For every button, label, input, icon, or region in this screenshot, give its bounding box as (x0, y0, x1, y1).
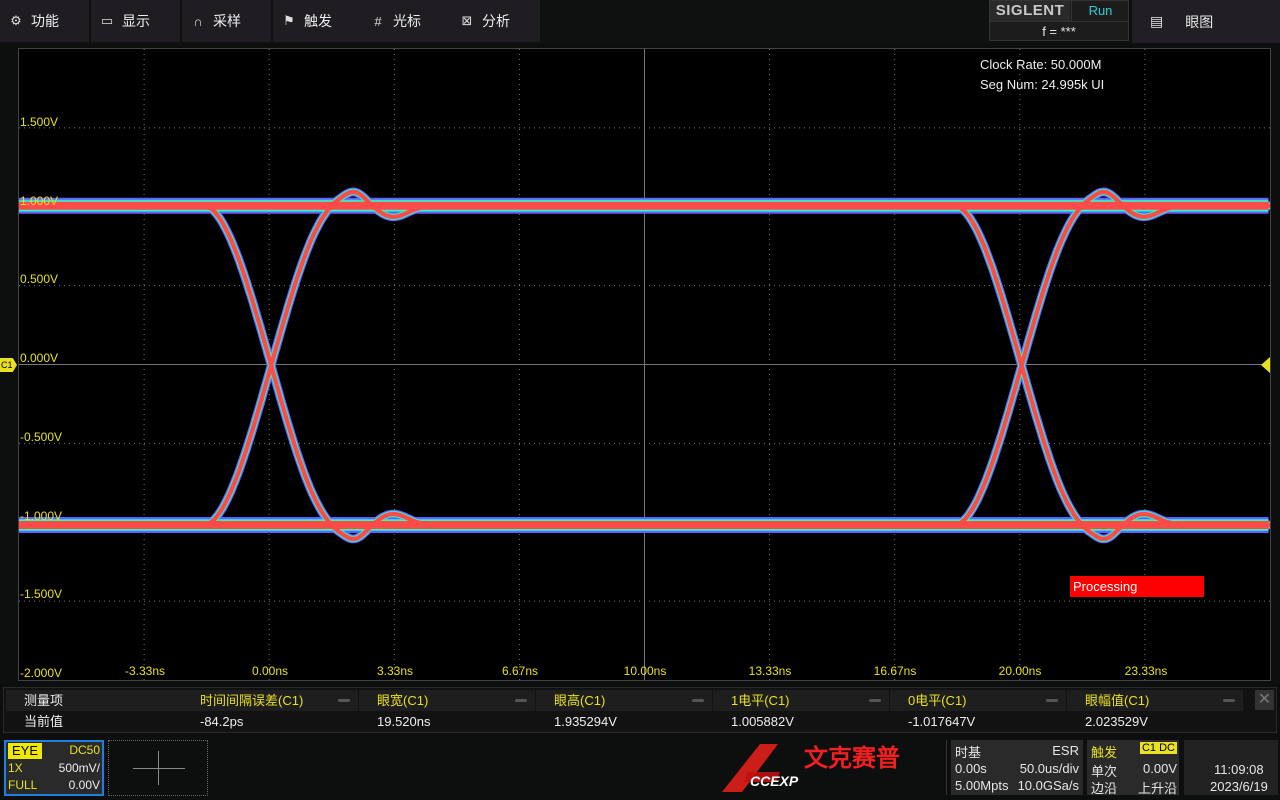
measurement-header[interactable]: 眼幅值(C1) (1067, 690, 1243, 711)
add-channel-button[interactable] (108, 740, 208, 796)
measurement-header-label: 测量项 (6, 690, 182, 711)
y-label: 1.000V (20, 194, 58, 208)
measurement-value: 2.023529V (1067, 712, 1243, 732)
timebase-title: 时基 (955, 742, 981, 761)
measurement-name: 1电平(C1) (731, 693, 790, 708)
channel-probe: 1X (8, 761, 23, 775)
measurement-menu-handle[interactable] (869, 699, 881, 702)
measurement-menu-handle[interactable] (1223, 699, 1235, 702)
y-label: -1.500V (20, 587, 62, 601)
x-label: -3.33ns (125, 664, 165, 678)
x-label: 0.00ns (252, 664, 288, 678)
trigger-slope: 上升沿 (1138, 778, 1177, 797)
trigger-panel[interactable]: 触发 C1 DC 单次 0.00V 边沿 上升沿 (1087, 740, 1179, 795)
eye-trace (0, 192, 643, 525)
measurement-menu-handle[interactable] (515, 699, 527, 702)
measurement-value: 19.520ns (359, 712, 535, 732)
y-label: -1.000V (20, 509, 62, 523)
eye-trace (0, 206, 643, 539)
eye-trace (645, 206, 1280, 539)
y-label: -0.500V (20, 430, 62, 444)
trigger-level: 0.00V (1143, 761, 1177, 776)
y-label: 0.500V (20, 272, 58, 286)
measurement-header[interactable]: 眼宽(C1) (359, 690, 535, 711)
clock-time: 11:09:08 (1214, 762, 1264, 777)
channel-coupling: DC50 (69, 743, 100, 757)
x-label: 20.00ns (999, 664, 1042, 678)
eye-trace (0, 206, 643, 539)
close-measurements-button[interactable]: ✕ (1255, 690, 1274, 710)
measurement-header[interactable]: 眼高(C1) (536, 690, 712, 711)
trigger-level-marker[interactable] (1261, 357, 1270, 373)
measurement-header[interactable]: 0电平(C1) (890, 690, 1066, 711)
measurement-menu-handle[interactable] (338, 699, 350, 702)
processing-badge: Processing (1070, 576, 1204, 597)
y-label: 1.500V (20, 115, 58, 129)
eye-trace (0, 192, 643, 525)
channel-bandwidth: FULL (8, 778, 37, 792)
eye-trace (0, 206, 643, 539)
clock-date: 2023/6/19 (1210, 779, 1268, 794)
x-label: 3.33ns (377, 664, 413, 678)
plus-icon (133, 768, 185, 769)
sample-rate: 10.0GSa/s (1018, 778, 1079, 793)
seg-num-readout: Seg Num: 24.995k UI (980, 77, 1104, 92)
eye-trace (645, 192, 1280, 525)
timebase-delay: 0.00s (955, 761, 987, 776)
y-label: -2.000V (20, 666, 62, 680)
eye-trace (645, 206, 1280, 539)
x-label: 13.33ns (749, 664, 792, 678)
measurement-value-label: 当前值 (6, 712, 182, 732)
measurement-header[interactable]: 1电平(C1) (713, 690, 889, 711)
x-label: 10.00ns (624, 664, 667, 678)
channel-scale: 500mV/ (59, 761, 100, 775)
measurement-value: -84.2ps (182, 712, 358, 732)
eye-trace (645, 206, 1280, 539)
measurement-header[interactable]: 时间间隔误差(C1) (182, 690, 358, 711)
plus-icon-vertical (158, 751, 159, 785)
memory-depth: 5.00Mpts (955, 778, 1008, 793)
x-label: 16.67ns (874, 664, 917, 678)
timebase-panel[interactable]: 时基 ESR 0.00s 50.0us/div 5.00Mpts 10.0GSa… (951, 740, 1083, 795)
eye-trace (645, 192, 1280, 525)
trigger-source: C1 DC (1140, 742, 1177, 754)
measurement-name: 眼高(C1) (554, 693, 605, 708)
clock-panel: 11:09:08 2023/6/19 (1184, 740, 1278, 795)
eye-trace (0, 192, 643, 525)
measurement-value: 1.935294V (536, 712, 712, 732)
measurement-value: 1.005882V (713, 712, 889, 732)
channel-offset: 0.00V (69, 778, 100, 792)
trigger-type: 边沿 (1091, 778, 1117, 797)
y-label: 0.000V (20, 351, 58, 365)
clock-rate-readout: Clock Rate: 50.000M (980, 57, 1101, 72)
eye-trace (645, 192, 1280, 525)
measurement-name: 0电平(C1) (908, 693, 967, 708)
measurement-value: -1.017647V (890, 712, 1066, 732)
measurement-name: 时间间隔误差(C1) (200, 693, 303, 708)
measurement-name: 眼宽(C1) (377, 693, 428, 708)
measurement-menu-handle[interactable] (1046, 699, 1058, 702)
measurement-table: 测量项 当前值 时间间隔误差(C1) -84.2ps 眼宽(C1) 19.520ns 眼… (3, 687, 1277, 733)
eye-trace (645, 192, 1280, 525)
x-label: 23.33ns (1125, 664, 1168, 678)
eye-diagram-canvas (0, 0, 1280, 800)
measurement-menu-handle[interactable] (692, 699, 704, 702)
eye-trace (0, 206, 643, 539)
channel-mode: EYE (8, 743, 42, 759)
channel-c1-panel[interactable]: EYE DC50 1X 500mV/ FULL 0.00V (4, 740, 104, 796)
eye-trace (0, 192, 643, 525)
measurement-name: 眼幅值(C1) (1085, 693, 1149, 708)
timebase-scale: 50.0us/div (1020, 761, 1079, 776)
divider (946, 740, 947, 795)
x-label: 6.67ns (502, 664, 538, 678)
trigger-title: 触发 (1091, 742, 1117, 761)
timebase-mode: ESR (1052, 743, 1079, 758)
eye-trace (645, 206, 1280, 539)
